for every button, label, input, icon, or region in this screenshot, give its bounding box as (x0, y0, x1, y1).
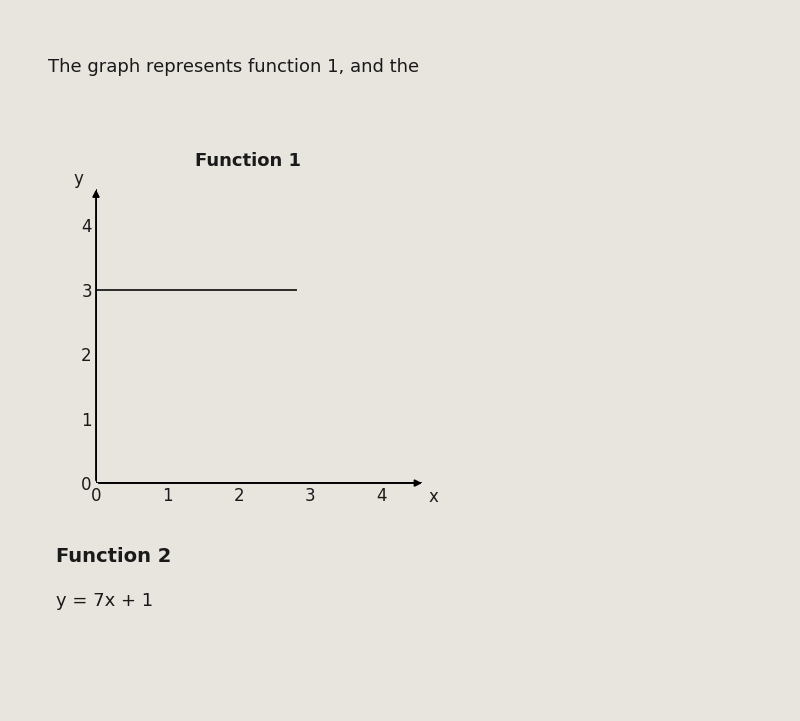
Text: y: y (73, 170, 83, 188)
Text: x: x (429, 488, 438, 506)
Text: y = 7x + 1: y = 7x + 1 (56, 592, 153, 610)
Text: The graph represents function 1, and the: The graph represents function 1, and the (48, 58, 419, 76)
Text: Function 2: Function 2 (56, 547, 171, 567)
Text: Function 1: Function 1 (195, 152, 301, 170)
